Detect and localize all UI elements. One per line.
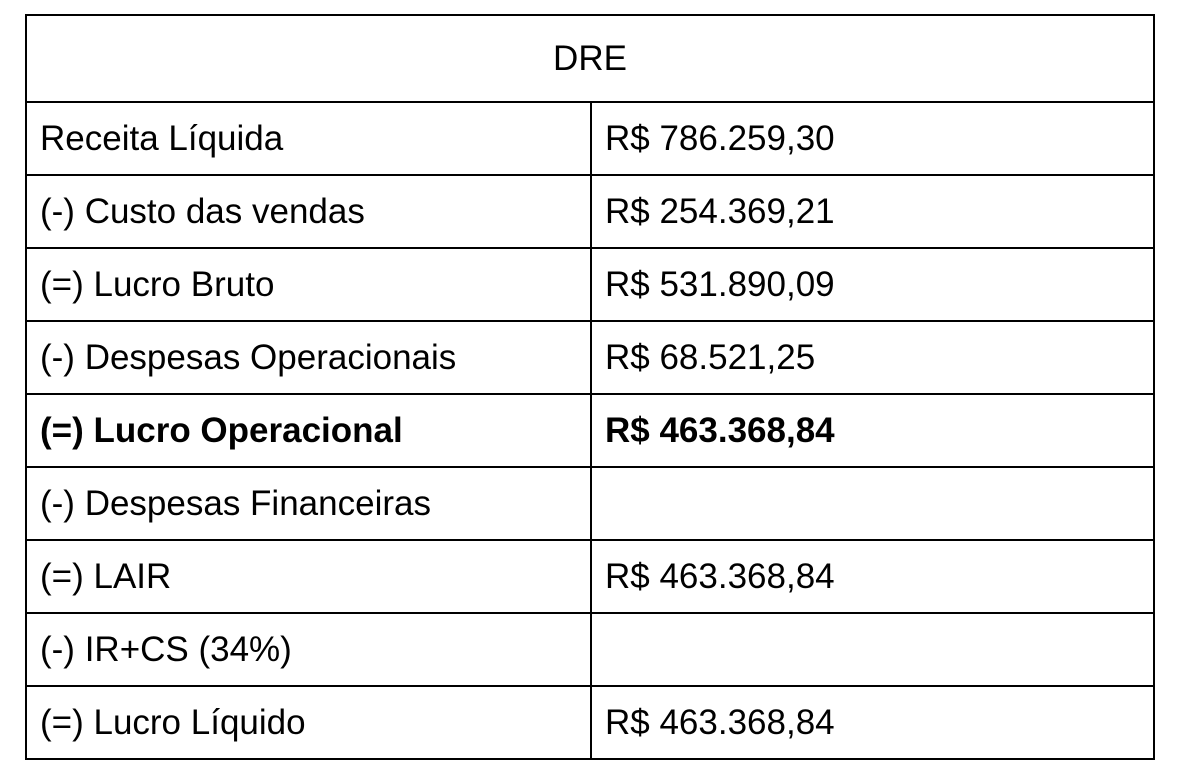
row-value: R$ 254.369,21 (590, 174, 1155, 249)
row-label: (=) Lucro Operacional (25, 393, 592, 468)
row-value (590, 612, 1155, 687)
row-value: R$ 531.890,09 (590, 247, 1155, 322)
row-label: (=) Lucro Líquido (25, 685, 592, 760)
table-row: (-) IR+CS (34%) (25, 612, 1155, 687)
row-value: R$ 463.368,84 (590, 685, 1155, 760)
table-row: (=) LAIR R$ 463.368,84 (25, 539, 1155, 614)
row-label: (-) Despesas Financeiras (25, 466, 592, 541)
table-row: (-) Custo das vendas R$ 254.369,21 (25, 174, 1155, 249)
row-label: (-) Custo das vendas (25, 174, 592, 249)
row-label: (-) Despesas Operacionais (25, 320, 592, 395)
row-value: R$ 786.259,30 (590, 101, 1155, 176)
row-value: R$ 463.368,84 (590, 393, 1155, 468)
title-row: DRE (25, 14, 1155, 103)
row-label: (=) LAIR (25, 539, 592, 614)
table-row: (=) Lucro Operacional R$ 463.368,84 (25, 393, 1155, 468)
table-title: DRE (25, 14, 1155, 103)
table-row: (-) Despesas Operacionais R$ 68.521,25 (25, 320, 1155, 395)
row-value: R$ 463.368,84 (590, 539, 1155, 614)
table-row: (=) Lucro Bruto R$ 531.890,09 (25, 247, 1155, 322)
table-row: (=) Lucro Líquido R$ 463.368,84 (25, 685, 1155, 760)
row-value: R$ 68.521,25 (590, 320, 1155, 395)
row-label: Receita Líquida (25, 101, 592, 176)
row-label: (-) IR+CS (34%) (25, 612, 592, 687)
table-row: (-) Despesas Financeiras (25, 466, 1155, 541)
row-value (590, 466, 1155, 541)
row-label: (=) Lucro Bruto (25, 247, 592, 322)
table-row: Receita Líquida R$ 786.259,30 (25, 101, 1155, 176)
dre-table: DRE Receita Líquida R$ 786.259,30 (-) Cust… (25, 14, 1155, 760)
